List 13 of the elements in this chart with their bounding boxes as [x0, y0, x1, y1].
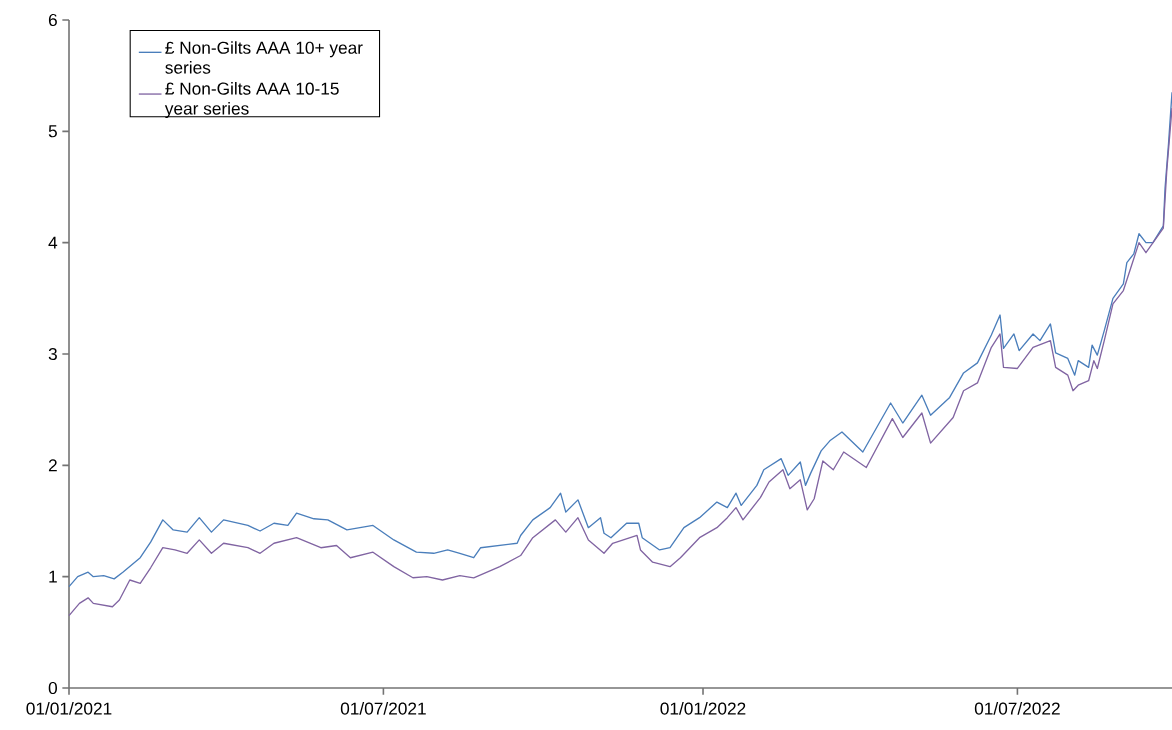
y-tick-label: 6	[48, 13, 57, 27]
x-tick-label: 01/01/2022	[660, 701, 746, 715]
y-tick-label: 4	[48, 236, 58, 249]
y-tick-label: 0	[48, 681, 57, 695]
legend-label: £ Non-Gilts AAA 10-15 year series	[164, 82, 339, 119]
y-tick-label: 1	[49, 570, 57, 583]
x-tick-label: 01/07/2021	[340, 701, 426, 715]
x-tick-label: 01/01/2021	[26, 701, 112, 715]
y-tick-label: 3	[48, 347, 57, 361]
legend-label: £ Non-Gilts AAA 10+ year series	[165, 41, 363, 74]
y-tick-label: 2	[48, 459, 57, 472]
x-tick-label: 01/07/2022	[974, 701, 1060, 715]
y-tick-label: 5	[48, 125, 57, 138]
